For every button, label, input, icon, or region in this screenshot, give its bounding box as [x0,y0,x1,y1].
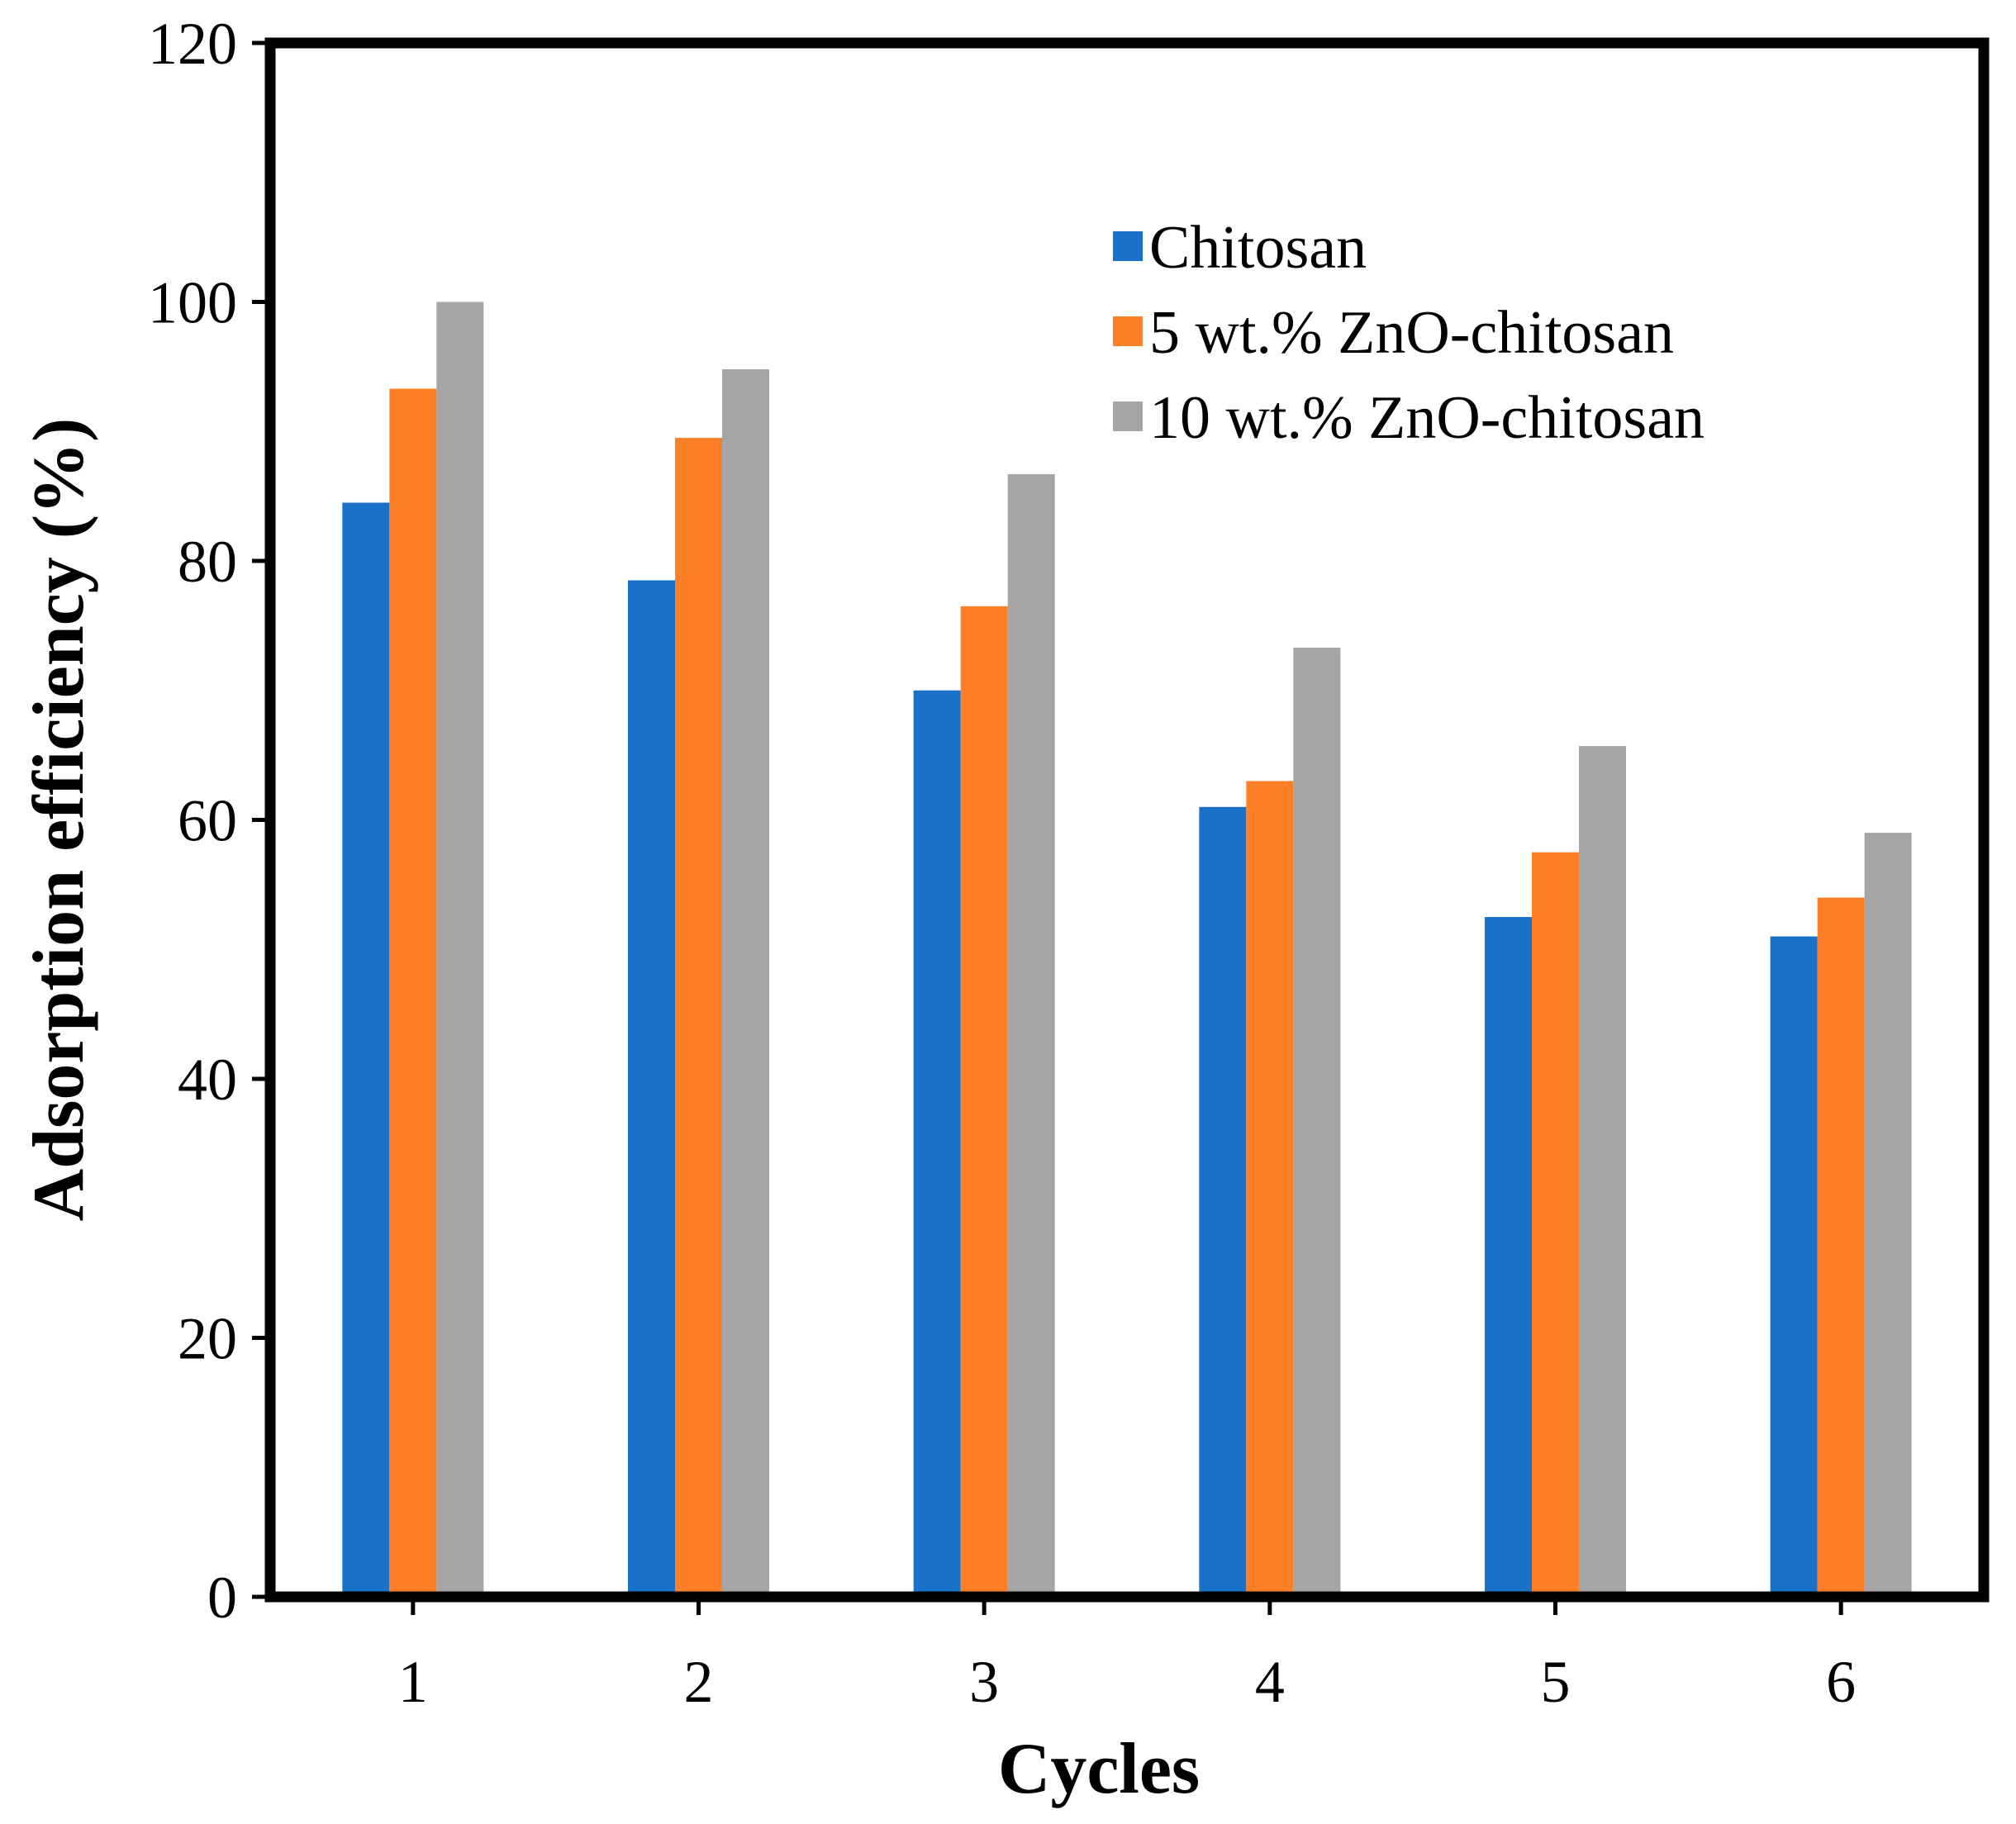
x-tick-label: 5 [1541,1649,1571,1715]
y-tick-label: 100 [148,270,237,336]
legend-swatch [1113,231,1143,261]
bar-chitosan-cycle-3 [913,690,961,1597]
y-axis: 0 20 40 60 80 100 120 [148,11,270,1631]
bar-10-wt-zno-chitosan-cycle-1 [436,302,484,1597]
x-tick-label: 1 [398,1649,428,1715]
bar-chitosan-cycle-5 [1485,917,1532,1597]
bar-5-wt-zno-chitosan-cycle-5 [1532,852,1579,1597]
x-axis-title: Cycles [998,1729,1200,1809]
bar-10-wt-zno-chitosan-cycle-5 [1579,746,1626,1597]
y-tick-label: 60 [178,788,237,854]
legend-label: 10 wt.% ZnO-chitosan [1149,384,1705,452]
y-tick-label: 80 [178,529,237,595]
bar-chitosan-cycle-1 [342,502,390,1597]
bar-10-wt-zno-chitosan-cycle-2 [722,369,769,1597]
x-tick-label: 2 [684,1649,714,1715]
x-tick-label: 6 [1826,1649,1856,1715]
y-axis-title: Adsorption efficiency (%) [19,418,99,1222]
bar-chitosan-cycle-4 [1199,806,1247,1597]
bar-10-wt-zno-chitosan-cycle-3 [1007,473,1055,1597]
bar-5-wt-zno-chitosan-cycle-4 [1246,781,1294,1597]
legend: Chitosan 5 wt.% ZnO-chitosan 10 wt.% ZnO-c… [1113,214,1705,452]
bar-5-wt-zno-chitosan-cycle-1 [389,388,437,1598]
bar-10-wt-zno-chitosan-cycle-4 [1293,648,1341,1598]
bars-layer [342,302,1912,1598]
legend-swatch [1113,316,1143,346]
bar-5-wt-zno-chitosan-cycle-2 [675,438,722,1597]
x-axis: 1 2 3 4 5 6 [398,1597,1856,1715]
y-tick-label: 120 [148,11,237,77]
bar-5-wt-zno-chitosan-cycle-3 [960,606,1008,1597]
y-tick-label: 0 [207,1565,237,1631]
legend-swatch [1113,401,1143,431]
x-tick-label: 3 [969,1649,999,1715]
bar-5-wt-zno-chitosan-cycle-6 [1817,897,1865,1597]
y-tick-label: 20 [178,1306,237,1372]
plot-frame [264,37,1990,1603]
bar-chitosan-cycle-6 [1770,936,1818,1597]
bar-10-wt-zno-chitosan-cycle-6 [1864,833,1912,1597]
bar-chitosan-cycle-2 [628,580,675,1598]
x-tick-label: 4 [1255,1649,1285,1715]
legend-label: 5 wt.% ZnO-chitosan [1149,299,1674,367]
legend-label: Chitosan [1149,214,1367,282]
y-tick-label: 40 [178,1047,237,1113]
